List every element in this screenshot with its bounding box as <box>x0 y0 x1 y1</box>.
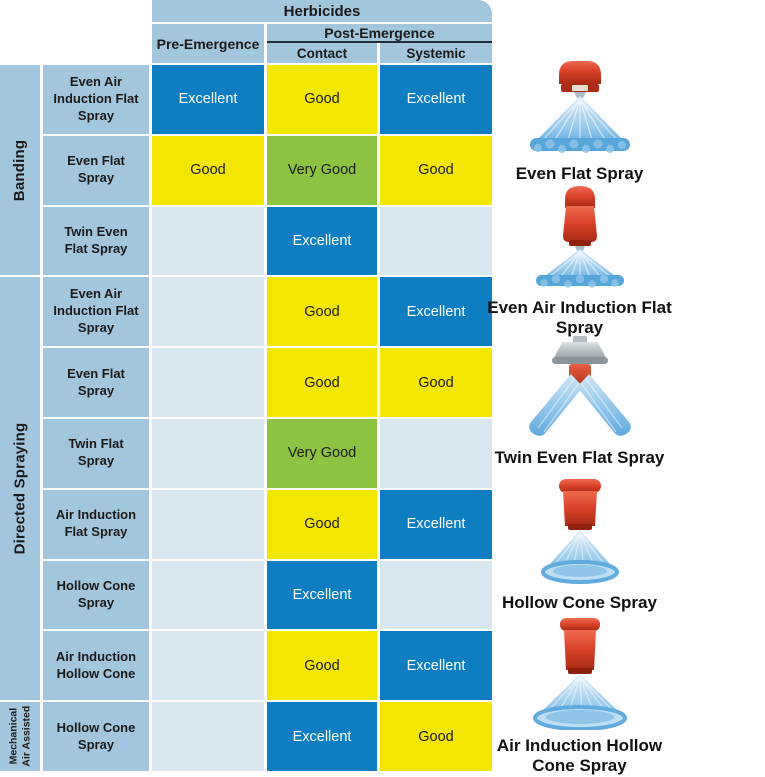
rating-cell: Good <box>380 702 492 771</box>
nozzle-caption: Hollow Cone Spray <box>502 593 657 612</box>
nozzle-caption: Even Flat Spray <box>515 164 644 183</box>
rating-cell <box>152 560 264 630</box>
row-group-mechanical-air-assisted-label: Mechanical Air Assisted <box>7 706 33 767</box>
rating-cell: Good <box>380 348 492 417</box>
column-header-contact: Contact <box>267 43 377 63</box>
mechanical-label-line2: Air Assisted <box>20 706 33 768</box>
rating-cell <box>152 348 264 417</box>
rating-cell: Excellent <box>267 560 377 630</box>
rating-cell <box>152 489 264 559</box>
rating-cell: Good <box>267 348 377 417</box>
nozzle-figure-air-induction-hollow-cone-spray: Air Induction Hollow Cone Spray <box>487 618 672 776</box>
rating-cell <box>152 418 264 488</box>
table-title: Herbicides <box>152 0 492 22</box>
rating-cell: Good <box>267 65 377 134</box>
rating-cell <box>152 206 264 276</box>
nozzle-caption: Even Air Induction Flat Spray <box>487 298 672 338</box>
row-label: Even Flat Spray <box>43 348 149 417</box>
row-label: Air Induction Hollow Cone <box>43 631 149 701</box>
row-label: Even Air Induction Flat Spray <box>43 65 149 134</box>
mechanical-label-line1: Mechanical <box>6 708 19 765</box>
row-label: Hollow Cone Spray <box>43 702 149 771</box>
row-label: Even Flat Spray <box>43 135 149 205</box>
nozzle-figure-even-flat-spray: Even Flat Spray <box>487 58 672 184</box>
row-group-banding: Banding <box>0 65 40 276</box>
twin-even-flat-spray-nozzle-icon <box>515 336 645 447</box>
nozzle-illustration-panel: Even Flat Spray <box>487 0 677 777</box>
rating-cell <box>380 206 492 276</box>
rating-cell: Excellent <box>267 206 377 276</box>
rating-cell: Excellent <box>380 631 492 701</box>
column-header-post-emergence-block: Post-Emergence Contact Systemic <box>267 24 492 63</box>
rating-cell: Good <box>267 489 377 559</box>
row-label: Twin Even Flat Spray <box>43 206 149 276</box>
rating-cell: Very Good <box>267 418 377 488</box>
rating-cell: Excellent <box>380 277 492 347</box>
row-group-banding-label: Banding <box>11 139 29 201</box>
row-label: Air Induction Flat Spray <box>43 489 149 559</box>
nozzle-figure-twin-even-flat-spray: Twin Even Flat Spray <box>487 336 672 468</box>
rating-cell: Good <box>152 135 264 205</box>
post-emergence-subcolumns: Contact Systemic <box>267 43 492 63</box>
rating-cell: Very Good <box>267 135 377 205</box>
column-header-pre-emergence: Pre-Emergence <box>152 24 264 63</box>
rating-cell: Good <box>267 631 377 701</box>
rating-cell <box>380 418 492 488</box>
rating-cell: Excellent <box>380 65 492 134</box>
column-header-systemic: Systemic <box>380 43 492 63</box>
air-induction-hollow-cone-spray-nozzle-icon <box>510 618 650 735</box>
hollow-cone-spray-nozzle-icon <box>515 477 645 592</box>
row-group-directed-spraying-label: Directed Spraying <box>11 422 29 555</box>
rating-cell <box>152 277 264 347</box>
rating-cell: Good <box>380 135 492 205</box>
row-group-directed-spraying: Directed Spraying <box>0 277 40 701</box>
column-header-post-emergence: Post-Emergence <box>267 24 492 43</box>
herbicide-rating-table: Herbicides Pre-Emergence Post-Emergence … <box>0 0 492 771</box>
row-label: Even Air Induction Flat Spray <box>43 277 149 347</box>
row-label: Hollow Cone Spray <box>43 560 149 630</box>
rating-cell <box>152 631 264 701</box>
row-label: Twin Flat Spray <box>43 418 149 488</box>
nozzle-caption: Twin Even Flat Spray <box>494 448 665 467</box>
nozzle-figure-even-air-induction-flat-spray: Even Air Induction Flat Spray <box>487 184 672 338</box>
row-group-mechanical-air-assisted: Mechanical Air Assisted <box>0 702 40 771</box>
nozzle-caption: Air Induction Hollow Cone Spray <box>496 736 663 776</box>
rating-cell <box>380 560 492 630</box>
rating-cell: Good <box>267 277 377 347</box>
rating-cell <box>152 702 264 771</box>
rating-cell: Excellent <box>267 702 377 771</box>
rating-cell: Excellent <box>380 489 492 559</box>
nozzle-figure-hollow-cone-spray: Hollow Cone Spray <box>487 477 672 613</box>
rating-cell: Excellent <box>152 65 264 134</box>
even-flat-spray-nozzle-icon <box>515 58 645 163</box>
even-air-induction-flat-spray-nozzle-icon <box>515 184 645 297</box>
